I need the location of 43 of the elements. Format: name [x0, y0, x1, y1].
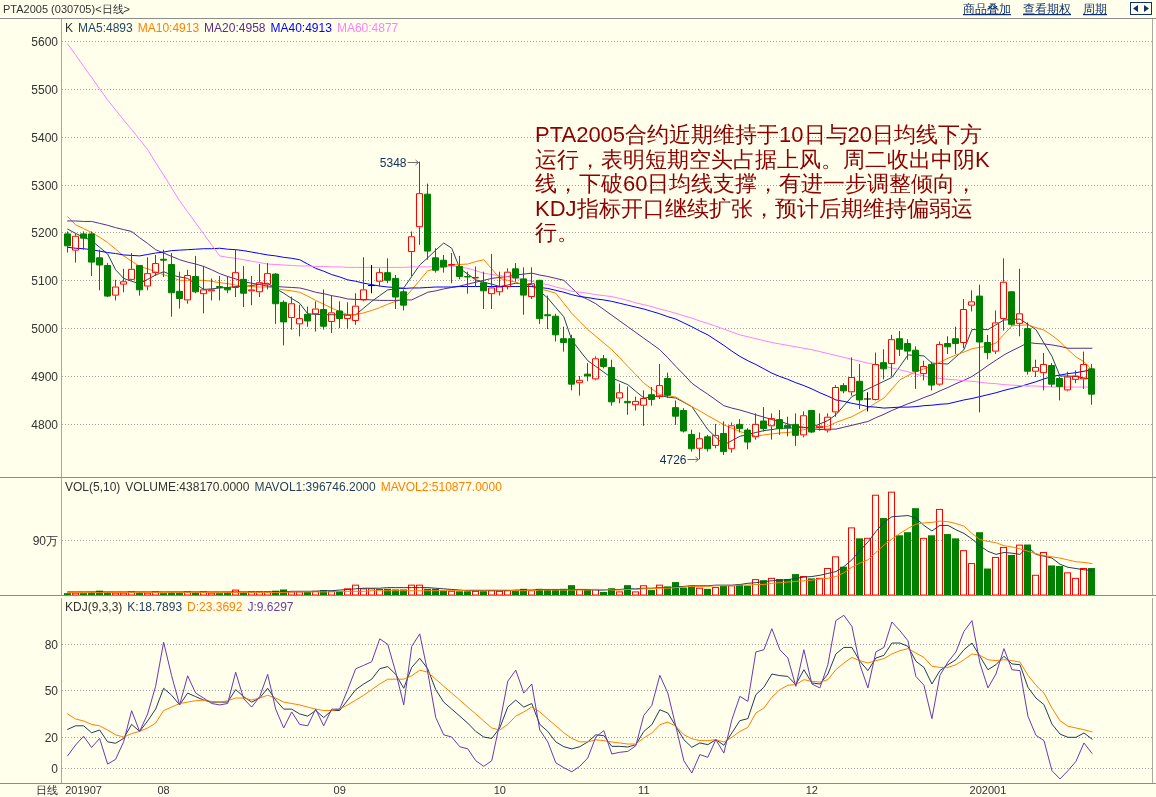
y-tick-label: 5200: [31, 225, 59, 240]
y-tick-label: 5300: [31, 178, 59, 193]
y-tick-label: 5500: [31, 82, 59, 97]
text: 查看期权: [1023, 2, 1071, 16]
text: K:18.7893: [127, 599, 183, 614]
x-tick-label: 09: [333, 784, 346, 796]
x-tick-label: 11: [638, 784, 650, 796]
text: MA5:4893: [78, 20, 134, 35]
x-tick-label: 12: [805, 784, 818, 796]
text: MA60:4877: [336, 20, 399, 35]
x-tick-label: 201907: [65, 784, 102, 796]
x-tick-label: 10: [493, 784, 506, 796]
annotation: PTA2005合约近期维持于10日与20日均线下方运行，表明短期空头占据上风。周二收出中阴K线，下破60日均线支撑，有进一步调整倾向，KDJ指标开口继续扩张，预计后期维持偏弱运行。: [535, 122, 990, 245]
annotation: VOLUME:438170.0000: [125, 479, 250, 494]
x-tick-label: 08: [157, 784, 170, 796]
y-tick-label: 50: [44, 683, 59, 698]
text: J:9.6297: [247, 599, 294, 614]
text: PTA2005 (030705)<日线>: [3, 3, 130, 15]
y-tick-label: 90万: [32, 533, 58, 548]
legend-title: KDJ(9,3,3): [65, 599, 123, 614]
x-tick-label: 202001: [969, 784, 1007, 796]
text: MA20:4958: [204, 20, 266, 35]
y-tick-label: 5600: [31, 34, 59, 49]
annotation: 4726: [659, 452, 687, 467]
text: D:23.3692: [187, 599, 243, 614]
text: MA40:4913: [270, 20, 333, 35]
y-tick-label: 4900: [31, 369, 59, 384]
text: MAVOL1:396746.2000: [254, 479, 376, 494]
y-tick-label: 0: [51, 761, 59, 776]
y-tick-label: 5400: [31, 130, 59, 145]
y-tick-label: 80: [44, 637, 59, 652]
text: MAVOL2:510877.0000: [380, 479, 503, 494]
text: 商品叠加: [963, 2, 1011, 16]
y-tick-label: 5000: [31, 321, 59, 336]
y-tick-label: 5100: [31, 273, 59, 288]
text: MA10:4913: [137, 20, 200, 35]
y-tick-label: 4800: [31, 417, 59, 432]
legend-title: VOL(5,10): [65, 479, 121, 494]
annotation: 5348: [379, 155, 407, 170]
legend-title: K: [65, 20, 74, 35]
y-tick-label: 20: [44, 730, 59, 745]
x-axis-title: 日线: [36, 784, 58, 796]
text: 周期: [1083, 2, 1107, 16]
